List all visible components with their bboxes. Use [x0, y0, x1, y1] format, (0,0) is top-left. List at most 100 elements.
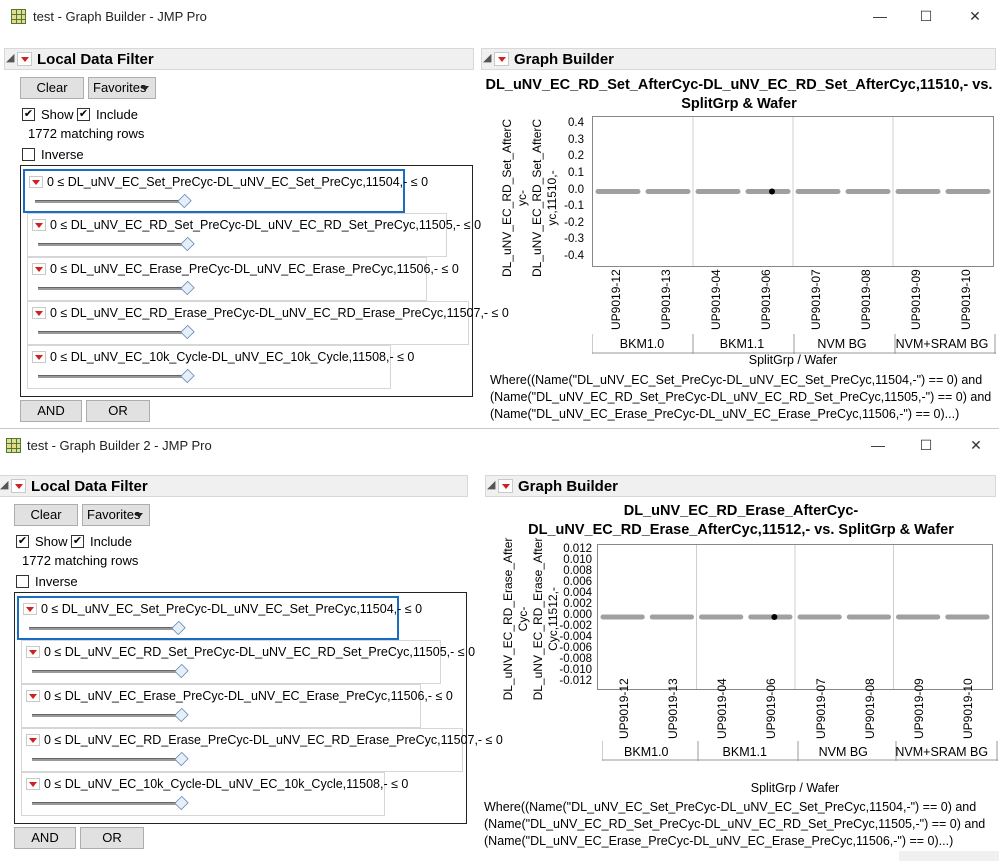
range-slider-track[interactable]	[29, 627, 179, 630]
or-button[interactable]: OR	[80, 827, 144, 849]
red-triangle-menu-icon[interactable]	[32, 307, 46, 319]
clear-button[interactable]: Clear	[20, 77, 84, 99]
clear-button[interactable]: Clear	[14, 504, 78, 526]
maximize-button[interactable]: ☐	[919, 437, 933, 453]
red-triangle-menu-icon[interactable]	[23, 603, 37, 615]
red-triangle-menu-icon[interactable]	[26, 646, 40, 658]
range-slider-handle[interactable]	[177, 193, 192, 209]
red-triangle-menu-icon[interactable]	[26, 734, 40, 746]
red-triangle-menu-icon[interactable]	[29, 176, 43, 188]
plot-area[interactable]	[597, 544, 993, 691]
range-slider-handle[interactable]	[180, 368, 195, 384]
x-tick-label: UP9019-07	[809, 269, 823, 330]
collapse-triangle-icon[interactable]: ◢	[487, 479, 496, 491]
favorites-dropdown[interactable]: Favorites	[88, 77, 156, 99]
range-slider-track[interactable]	[38, 243, 188, 246]
x-axis-title[interactable]: SplitGrp / Wafer	[748, 353, 838, 367]
x-axis-title[interactable]: SplitGrp / Wafer	[750, 781, 840, 795]
filter-row-11504[interactable]: 0 ≤ DL_uNV_EC_Set_PreCyc-DL_uNV_EC_Set_P…	[17, 596, 422, 640]
close-button[interactable]: ✕	[969, 8, 981, 24]
where-clause: Where((Name("DL_uNV_EC_Set_PreCyc-DL_uNV…	[490, 372, 991, 423]
graph-builder-header[interactable]: ◢ Graph Builder	[485, 475, 996, 497]
red-triangle-menu-icon[interactable]	[498, 479, 513, 493]
red-triangle-menu-icon[interactable]	[17, 52, 32, 66]
graph-builder-window-1: test - Graph Builder - JMP Pro — ☐ ✕ ◢ L…	[0, 0, 999, 427]
and-button[interactable]: AND	[14, 827, 76, 849]
y-tick-label: -0.2	[564, 216, 584, 229]
graph-builder-header[interactable]: ◢ Graph Builder	[481, 48, 996, 70]
local-data-filter-header[interactable]: ◢ Local Data Filter	[0, 475, 468, 497]
red-triangle-menu-icon[interactable]	[32, 351, 46, 363]
range-slider-track[interactable]	[38, 331, 188, 334]
y-tick-label: -0.008	[559, 653, 592, 666]
close-button[interactable]: ✕	[970, 437, 982, 453]
or-button[interactable]: OR	[86, 400, 150, 422]
y-tick-label: 0.4	[568, 117, 584, 130]
red-triangle-menu-icon[interactable]	[32, 263, 46, 275]
range-slider-handle[interactable]	[174, 751, 189, 767]
include-checkbox[interactable]: ✔	[77, 108, 90, 121]
range-slider-handle[interactable]	[174, 795, 189, 811]
y-tick-label: -0.012	[559, 675, 592, 688]
favorites-dropdown[interactable]: Favorites	[82, 504, 150, 526]
filter-row-11508[interactable]: 0 ≤ DL_uNV_EC_10k_Cycle-DL_uNV_EC_10k_Cy…	[27, 345, 414, 389]
range-slider-track[interactable]	[32, 670, 182, 673]
plot-svg	[600, 545, 990, 691]
jmp-table-icon	[6, 438, 21, 453]
range-slider-handle[interactable]	[174, 663, 189, 679]
show-checkbox[interactable]: ✔	[22, 108, 35, 121]
filter-row-11504[interactable]: 0 ≤ DL_uNV_EC_Set_PreCyc-DL_uNV_EC_Set_P…	[23, 169, 428, 213]
red-triangle-menu-icon[interactable]	[11, 479, 26, 493]
filter-row-text: 0 ≤ DL_uNV_EC_RD_Erase_PreCyc-DL_uNV_EC_…	[50, 306, 509, 320]
collapse-triangle-icon[interactable]: ◢	[483, 52, 492, 64]
red-triangle-menu-icon[interactable]	[26, 690, 40, 702]
group-label: BKM1.1	[719, 337, 765, 351]
group-label: NVM+SRAM BG	[895, 745, 989, 759]
range-slider-handle[interactable]	[180, 236, 195, 252]
filter-row-11505[interactable]: 0 ≤ DL_uNV_EC_RD_Set_PreCyc-DL_uNV_EC_RD…	[27, 213, 481, 257]
group-label: NVM BG	[818, 745, 868, 759]
y-axis-title-line: DL_uNV_EC_RD_Erase_After	[501, 537, 515, 701]
collapse-triangle-icon[interactable]: ◢	[0, 479, 9, 491]
and-button[interactable]: AND	[20, 400, 82, 422]
show-label: Show	[41, 107, 74, 122]
range-slider-handle[interactable]	[171, 620, 186, 636]
plot-area[interactable]	[592, 116, 994, 268]
include-label: Include	[90, 534, 132, 549]
red-triangle-menu-icon[interactable]	[26, 778, 40, 790]
group-label: BKM1.1	[722, 745, 767, 759]
range-slider-handle[interactable]	[180, 280, 195, 296]
graph-title-line-2: DL_uNV_EC_RD_Erase_AfterCyc,11512,- vs. …	[528, 522, 954, 538]
inverse-checkbox[interactable]	[22, 148, 35, 161]
red-triangle-menu-icon[interactable]	[32, 219, 46, 231]
inverse-checkbox[interactable]	[16, 575, 29, 588]
range-slider-track[interactable]	[32, 714, 182, 717]
include-checkbox[interactable]: ✔	[71, 535, 84, 548]
show-checkbox[interactable]: ✔	[16, 535, 29, 548]
x-tick-label: UP9019-04	[709, 269, 723, 330]
filter-row-11507[interactable]: 0 ≤ DL_uNV_EC_RD_Erase_PreCyc-DL_uNV_EC_…	[27, 301, 509, 345]
filter-row-11505[interactable]: 0 ≤ DL_uNV_EC_RD_Set_PreCyc-DL_uNV_EC_RD…	[21, 640, 475, 684]
filter-row-11506[interactable]: 0 ≤ DL_uNV_EC_Erase_PreCyc-DL_uNV_EC_Era…	[27, 257, 459, 301]
jmp-table-icon	[11, 9, 26, 24]
y-tick-label: 0.0	[568, 183, 584, 196]
range-slider-track[interactable]	[38, 287, 188, 290]
x-tick-label: UP9019-09	[909, 269, 923, 330]
collapse-triangle-icon[interactable]: ◢	[6, 52, 15, 64]
maximize-button[interactable]: ☐	[919, 8, 933, 24]
x-tick-label: UP9019-13	[659, 269, 673, 330]
range-slider-track[interactable]	[35, 200, 185, 203]
minimize-button[interactable]: —	[873, 8, 887, 24]
minimize-button[interactable]: —	[871, 437, 885, 453]
range-slider-handle[interactable]	[174, 707, 189, 723]
filter-row-11506[interactable]: 0 ≤ DL_uNV_EC_Erase_PreCyc-DL_uNV_EC_Era…	[21, 684, 453, 728]
range-slider-track[interactable]	[38, 375, 188, 378]
range-slider-track[interactable]	[32, 758, 182, 761]
filter-row-11507[interactable]: 0 ≤ DL_uNV_EC_RD_Erase_PreCyc-DL_uNV_EC_…	[21, 728, 503, 772]
filter-row-text: 0 ≤ DL_uNV_EC_RD_Set_PreCyc-DL_uNV_EC_RD…	[44, 645, 476, 659]
filter-row-11508[interactable]: 0 ≤ DL_uNV_EC_10k_Cycle-DL_uNV_EC_10k_Cy…	[21, 772, 408, 816]
range-slider-handle[interactable]	[180, 324, 195, 340]
red-triangle-menu-icon[interactable]	[494, 52, 509, 66]
local-data-filter-header[interactable]: ◢ Local Data Filter	[4, 48, 474, 70]
range-slider-track[interactable]	[32, 802, 182, 805]
